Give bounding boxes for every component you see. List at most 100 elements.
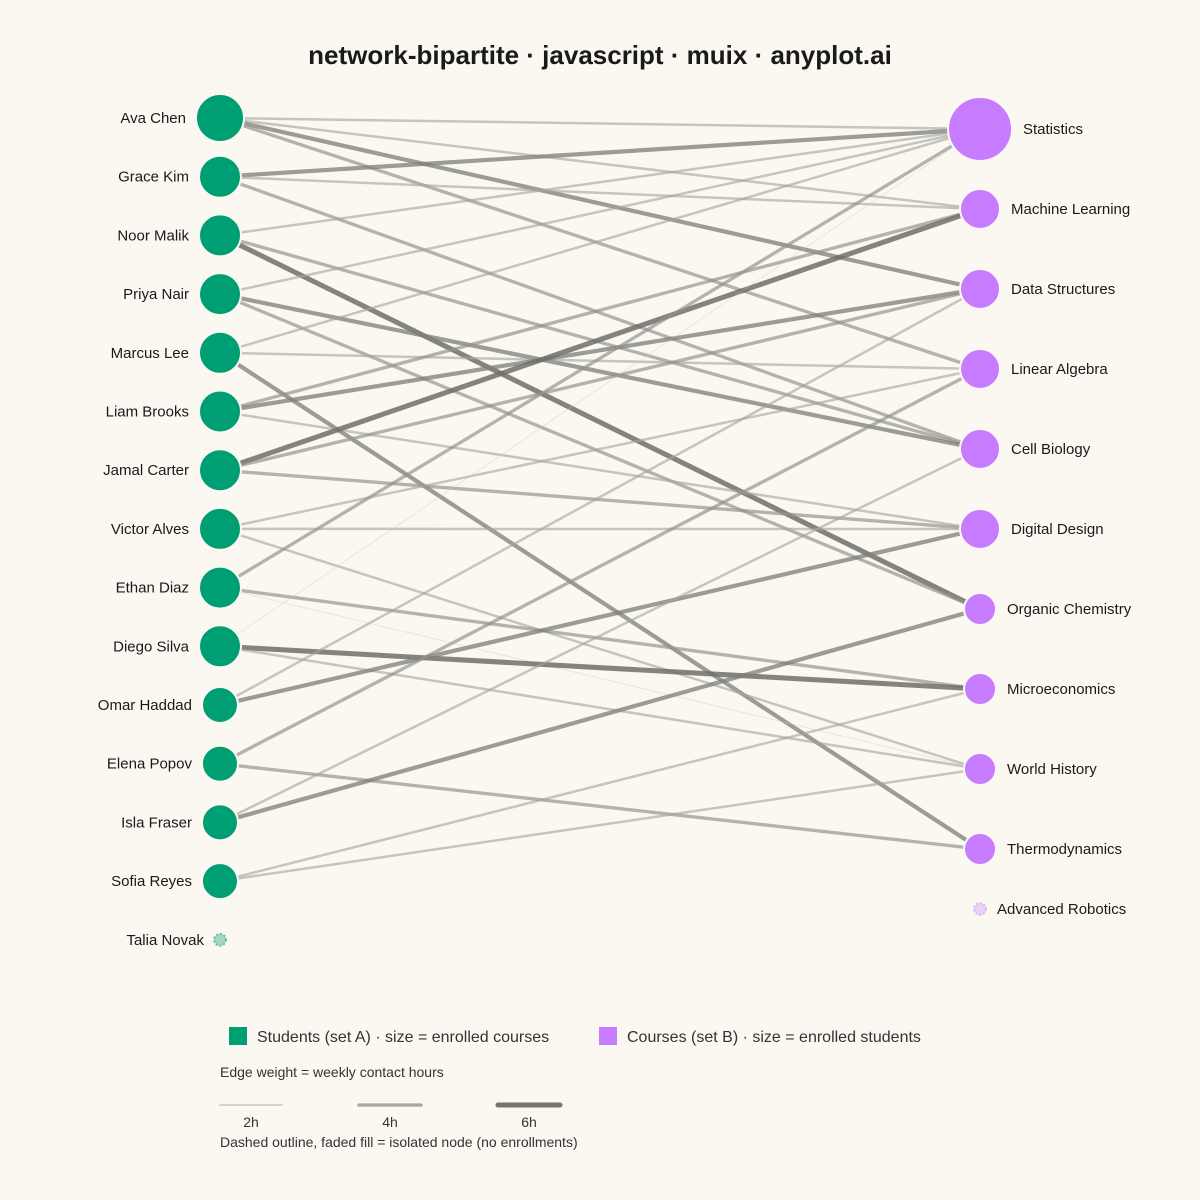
legend-edge-sample-label: 2h — [243, 1114, 259, 1130]
edge-ava-chen-data-structures — [217, 115, 983, 292]
course-node-circle[interactable] — [947, 96, 1013, 162]
student-node-circle[interactable] — [198, 506, 242, 551]
student-node-circle[interactable] — [198, 565, 242, 610]
student-node-victor-alves[interactable]: Victor Alves — [111, 506, 242, 551]
student-node-circle[interactable] — [198, 272, 242, 317]
course-node-organic-chemistry[interactable]: Organic Chemistry — [963, 592, 1132, 626]
legend-edge-weight-title: Edge weight = weekly contact hours — [220, 1064, 444, 1080]
student-label: Victor Alves — [111, 521, 189, 538]
legend-isolated-note: Dashed outline, faded fill = isolated no… — [220, 1134, 578, 1150]
edge-isla-fraser-cell-biology — [218, 447, 982, 824]
edge-diego-silva-world-history — [218, 645, 982, 771]
student-node-circle[interactable] — [198, 624, 242, 669]
student-node-circle[interactable] — [213, 932, 227, 947]
legend-students-label: Students (set A) · size = enrolled cours… — [257, 1029, 549, 1046]
student-node-circle[interactable] — [201, 803, 239, 842]
course-label: Microeconomics — [1007, 681, 1115, 698]
student-node-circle[interactable] — [201, 862, 239, 901]
edge-sofia-reyes-microeconomics — [218, 687, 982, 883]
course-node-data-structures[interactable]: Data Structures — [959, 268, 1115, 310]
course-node-machine-learning[interactable]: Machine Learning — [959, 188, 1130, 230]
nodes-layer: Ava Chen Grace Kim Noor Malik Priya Nair Mar… — [98, 93, 1132, 949]
edge-elena-popov-linear-algebra — [218, 367, 982, 766]
student-label: Elena Popov — [107, 756, 193, 773]
student-node-talia-novak[interactable]: Talia Novak — [126, 932, 227, 949]
edge-ethan-diaz-statistics — [218, 127, 982, 590]
student-node-sofia-reyes[interactable]: Sofia Reyes — [111, 862, 239, 901]
student-node-liam-brooks[interactable]: Liam Brooks — [106, 389, 242, 434]
course-node-digital-design[interactable]: Digital Design — [959, 508, 1104, 550]
course-node-circle[interactable] — [963, 672, 997, 706]
student-node-circle[interactable] — [198, 213, 242, 258]
edge-ava-chen-machine-learning — [218, 116, 982, 211]
legend: Students (set A) · size = enrolled cours… — [219, 1027, 921, 1150]
course-label: Cell Biology — [1011, 441, 1091, 458]
student-node-isla-fraser[interactable]: Isla Fraser — [121, 803, 239, 842]
course-label: Linear Algebra — [1011, 361, 1108, 378]
student-node-priya-nair[interactable]: Priya Nair — [123, 272, 242, 317]
student-node-circle[interactable] — [198, 330, 242, 375]
course-node-circle[interactable] — [959, 428, 1001, 470]
student-label: Diego Silva — [113, 638, 190, 655]
student-label: Isla Fraser — [121, 814, 192, 831]
edge-liam-brooks-data-structures — [217, 286, 983, 414]
course-node-statistics[interactable]: Statistics — [947, 96, 1083, 162]
course-label: Data Structures — [1011, 281, 1115, 298]
edge-diego-silva-microeconomics — [217, 643, 983, 692]
course-node-circle[interactable] — [959, 508, 1001, 550]
student-node-circle[interactable] — [198, 389, 242, 434]
course-node-circle[interactable] — [959, 188, 1001, 230]
course-node-linear-algebra[interactable]: Linear Algebra — [959, 348, 1108, 390]
legend-edge-sample-label: 4h — [382, 1114, 398, 1130]
edges-layer — [217, 115, 983, 883]
course-node-circle[interactable] — [963, 592, 997, 626]
course-node-circle[interactable] — [963, 752, 997, 786]
student-label: Marcus Lee — [111, 345, 189, 362]
edge-priya-nair-cell-biology — [217, 292, 983, 452]
edge-marcus-lee-thermodynamics — [217, 350, 983, 852]
course-node-cell-biology[interactable]: Cell Biology — [959, 428, 1091, 470]
course-label: Thermodynamics — [1007, 841, 1122, 858]
course-node-circle[interactable] — [973, 902, 987, 916]
student-node-circle[interactable] — [198, 154, 242, 199]
edge-jamal-carter-data-structures — [218, 287, 982, 472]
edge-ava-chen-linear-algebra — [218, 116, 982, 371]
course-node-circle[interactable] — [963, 832, 997, 866]
legend-students-swatch — [229, 1027, 247, 1045]
student-node-jamal-carter[interactable]: Jamal Carter — [103, 448, 242, 493]
course-node-circle[interactable] — [959, 348, 1001, 390]
edge-sofia-reyes-world-history — [218, 767, 982, 883]
legend-courses-label: Courses (set B) · size = enrolled studen… — [627, 1029, 921, 1046]
student-node-elena-popov[interactable]: Elena Popov — [107, 744, 239, 783]
edge-marcus-lee-statistics — [218, 127, 982, 355]
student-label: Talia Novak — [126, 932, 204, 949]
edge-noor-malik-organic-chemistry — [217, 232, 983, 612]
edge-marcus-lee-linear-algebra — [218, 351, 982, 371]
edge-liam-brooks-machine-learning — [218, 207, 982, 414]
student-node-diego-silva[interactable]: Diego Silva — [113, 624, 242, 669]
course-label: Advanced Robotics — [997, 901, 1126, 918]
course-node-world-history[interactable]: World History — [963, 752, 1097, 786]
course-label: Digital Design — [1011, 521, 1104, 538]
student-label: Ava Chen — [120, 110, 186, 127]
edge-grace-kim-cell-biology — [218, 175, 982, 451]
course-node-circle[interactable] — [959, 268, 1001, 310]
edge-ethan-diaz-world-history — [219, 587, 981, 770]
student-node-circle[interactable] — [201, 686, 239, 724]
edge-omar-haddad-data-structures — [218, 287, 982, 707]
student-node-circle[interactable] — [201, 744, 239, 783]
course-label: Organic Chemistry — [1007, 601, 1132, 618]
student-node-marcus-lee[interactable]: Marcus Lee — [111, 330, 242, 375]
student-label: Priya Nair — [123, 286, 189, 303]
student-node-ava-chen[interactable]: Ava Chen — [120, 93, 245, 143]
course-node-thermodynamics[interactable]: Thermodynamics — [963, 832, 1122, 866]
course-node-microeconomics[interactable]: Microeconomics — [963, 672, 1115, 706]
student-node-grace-kim[interactable]: Grace Kim — [118, 154, 242, 199]
student-node-omar-haddad[interactable]: Omar Haddad — [98, 686, 239, 724]
student-node-ethan-diaz[interactable]: Ethan Diaz — [116, 565, 242, 610]
course-node-advanced-robotics[interactable]: Advanced Robotics — [973, 901, 1126, 918]
student-node-circle[interactable] — [198, 448, 242, 493]
student-node-noor-malik[interactable]: Noor Malik — [117, 213, 242, 258]
student-node-circle[interactable] — [195, 93, 245, 143]
